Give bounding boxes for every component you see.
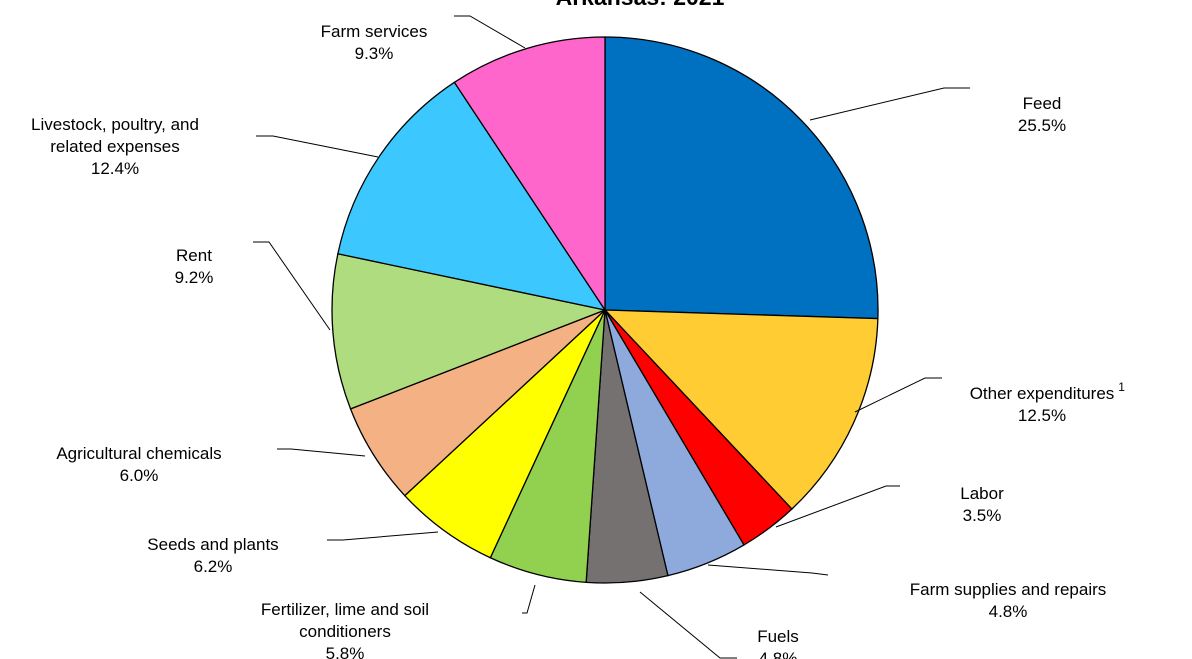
slice-value-8: 9.2%	[175, 268, 214, 287]
slice-label-9-line-0: Livestock, poultry, and	[31, 115, 199, 134]
slice-label-7-line-0: Agricultural chemicals	[56, 444, 221, 463]
pie-slice-10	[453, 36, 606, 313]
leader-line-0	[809, 87, 970, 121]
slice-value-1: 12.5%	[1018, 406, 1066, 425]
leader-line-10	[454, 15, 526, 49]
slice-label-2-line-0: Labor	[960, 484, 1004, 503]
leader-lines	[253, 15, 970, 659]
slice-label-4-line-0: Fuels	[757, 627, 799, 646]
pie-slice-0	[604, 36, 879, 320]
slice-value-0: 25.5%	[1018, 116, 1066, 135]
slice-value-4: 4.8%	[759, 649, 798, 659]
slice-value-3: 4.8%	[989, 602, 1028, 621]
slice-label-5-line-1: conditioners	[299, 622, 391, 641]
slice-label-9-line-1: related expenses	[50, 137, 179, 156]
slice-value-10: 9.3%	[355, 44, 394, 63]
slice-label-6-line-0: Seeds and plants	[147, 535, 278, 554]
leader-line-2	[775, 485, 900, 528]
leader-line-8	[253, 241, 331, 331]
leader-line-1	[854, 377, 942, 413]
pie-slices	[331, 36, 879, 584]
slice-label-8-line-0: Rent	[176, 246, 212, 265]
slice-label-0-line-0: Feed	[1023, 94, 1062, 113]
pie-slice-8	[331, 253, 608, 410]
slice-value-6: 6.2%	[194, 557, 233, 576]
slice-label-3-line-0: Farm supplies and repairs	[910, 580, 1107, 599]
slice-label-1-footnote: 1	[1118, 380, 1125, 394]
leader-line-4	[639, 591, 737, 659]
slice-labels: Feed 25.5% Other expenditures 1 12.5% Labor 3.…	[31, 22, 1125, 659]
slice-label-10-line-0: Farm services	[321, 22, 428, 41]
slice-value-2: 3.5%	[963, 506, 1002, 525]
leader-line-5	[522, 584, 536, 614]
slice-value-9: 12.4%	[91, 159, 139, 178]
leader-line-3	[707, 564, 829, 576]
leader-line-7	[277, 448, 366, 457]
leader-line-9	[256, 135, 379, 158]
pie-slice-1	[603, 309, 879, 510]
slice-value-7: 6.0%	[120, 466, 159, 485]
leader-line-6	[327, 531, 439, 541]
pie-slice-9	[337, 81, 607, 311]
slice-value-5: 5.8%	[326, 644, 365, 659]
slice-label-1-line-0: Other expenditures	[970, 384, 1115, 403]
slice-label-5-line-0: Fertilizer, lime and soil	[261, 600, 429, 619]
chart-title: Arkansas: 2021	[556, 0, 725, 10]
